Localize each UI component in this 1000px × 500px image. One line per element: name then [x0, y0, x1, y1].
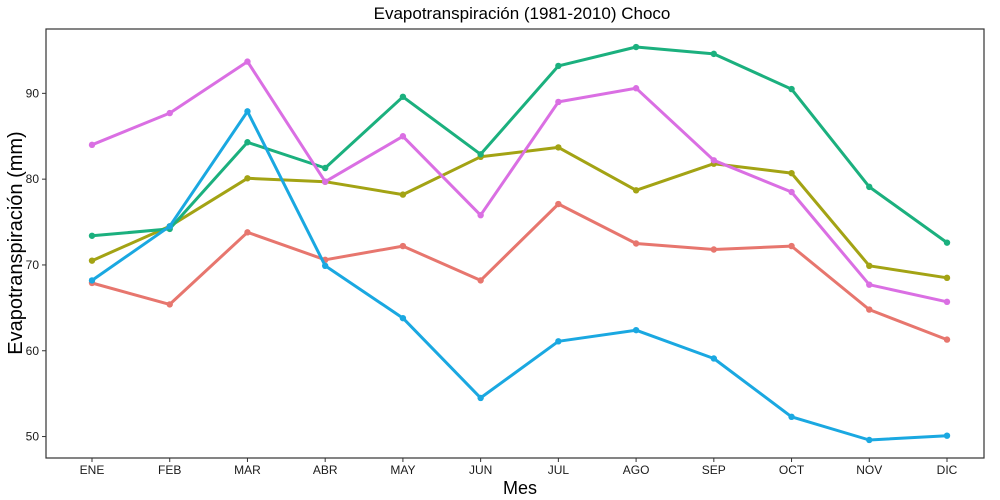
data-point [632, 85, 640, 92]
data-point [710, 246, 718, 253]
data-point [244, 139, 251, 146]
data-point [943, 298, 951, 306]
data-point [555, 200, 562, 208]
data-point [788, 169, 795, 177]
data-point [632, 43, 640, 51]
x-tick-label: JUN [469, 463, 492, 477]
data-point [399, 93, 407, 100]
x-tick-label: MAR [234, 463, 261, 477]
data-point [555, 144, 562, 151]
data-point [244, 175, 251, 182]
data-point [866, 183, 873, 191]
data-point [244, 108, 251, 115]
data-point [788, 188, 795, 196]
data-point [788, 85, 795, 93]
data-point [244, 58, 251, 65]
data-point [943, 432, 951, 439]
data-point [166, 301, 173, 308]
x-tick-label: ENE [80, 463, 105, 477]
series-line [90, 45, 949, 245]
data-point [399, 133, 407, 140]
x-axis-title: Mes [503, 478, 537, 498]
x-tick-label: DIC [937, 463, 958, 477]
data-point [477, 151, 484, 158]
data-point [555, 98, 562, 106]
x-tick-label: MAY [390, 463, 415, 477]
data-point [399, 191, 407, 198]
data-point [710, 157, 718, 164]
data-point [399, 314, 407, 322]
x-tick-label: OCT [779, 463, 805, 477]
data-point [555, 62, 562, 70]
data-point [88, 141, 96, 149]
data-point [943, 336, 951, 343]
series-1 [88, 200, 951, 343]
data-point [866, 262, 873, 270]
data-point [866, 306, 873, 313]
x-tick-label: FEB [158, 463, 181, 477]
y-tick-label: 50 [26, 430, 40, 444]
data-point [632, 240, 640, 247]
data-point [88, 277, 96, 284]
data-point [943, 274, 951, 282]
chart-title: Evapotranspiración (1981-2010) Choco [374, 4, 671, 23]
x-tick-label: AGO [623, 463, 650, 477]
data-point [710, 50, 718, 58]
series-5 [88, 58, 951, 306]
data-point [244, 229, 251, 236]
x-tick-label: SEP [702, 463, 726, 477]
y-tick-label: 80 [26, 172, 40, 186]
series-line [90, 60, 949, 304]
series-3 [88, 43, 951, 246]
x-tick-label: ABR [313, 463, 338, 477]
x-tick-label: NOV [856, 463, 882, 477]
data-point [477, 211, 484, 219]
data-point [788, 413, 795, 421]
data-point [321, 262, 329, 270]
y-axis-title: Evapotranspiración (mm) [5, 131, 27, 354]
series-line [90, 145, 949, 280]
x-axis: ENE FEB MAR ABR MAY JUN JUL AGO SEP OCT NOV DIC [80, 458, 958, 477]
series-line [90, 109, 949, 442]
y-tick-label: 90 [26, 86, 40, 100]
data-point [166, 223, 173, 230]
data-point [866, 281, 873, 288]
data-point [166, 109, 173, 117]
y-tick-label: 70 [26, 258, 40, 272]
series-layer [88, 43, 951, 444]
data-point [477, 394, 484, 402]
data-point [321, 178, 329, 185]
data-point [788, 242, 795, 250]
data-point [399, 242, 407, 250]
series-line [90, 202, 949, 342]
y-axis: 50 60 70 80 90 [26, 86, 46, 444]
data-point [555, 338, 562, 345]
data-point [710, 355, 718, 362]
data-point [866, 436, 873, 444]
data-point [632, 187, 640, 194]
data-point [632, 326, 640, 334]
data-point [321, 164, 329, 172]
data-point [943, 239, 951, 246]
x-tick-label: JUL [548, 463, 570, 477]
data-point [88, 257, 96, 264]
data-point [477, 277, 484, 284]
series-4 [88, 108, 951, 444]
data-point [88, 232, 96, 239]
plot-panel-border [45, 28, 985, 459]
y-tick-label: 60 [26, 344, 40, 358]
